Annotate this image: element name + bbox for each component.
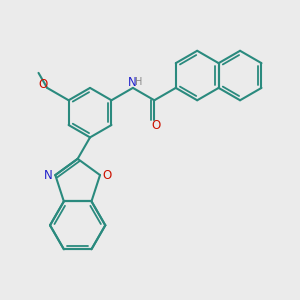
Text: N: N bbox=[44, 169, 53, 182]
Text: O: O bbox=[151, 119, 160, 132]
Text: O: O bbox=[39, 78, 48, 92]
Text: H: H bbox=[135, 77, 143, 88]
Text: N: N bbox=[128, 76, 137, 89]
Text: O: O bbox=[102, 169, 112, 182]
